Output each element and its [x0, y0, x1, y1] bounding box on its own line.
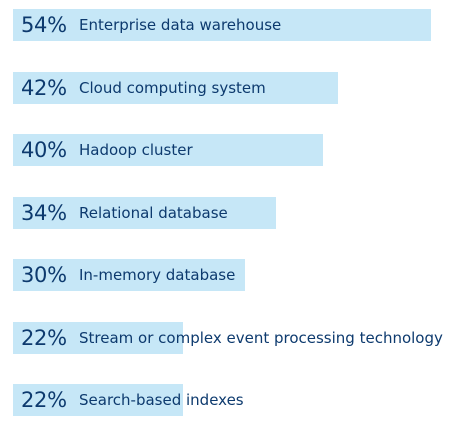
bar-category-label: Search-based indexes — [79, 391, 244, 409]
bar — [13, 9, 431, 41]
bar-category-label: In-memory database — [79, 266, 236, 284]
bar-category-label: Stream or complex event processing techn… — [79, 328, 443, 347]
bar-value-label: 30% — [21, 263, 67, 287]
bar-value-label: 34% — [21, 200, 67, 225]
bar-row: 22% Stream or complex event processing te… — [0, 321, 470, 354]
bar — [13, 384, 183, 416]
bar-value-label: 40% — [21, 138, 67, 162]
bar-row: 40% Hadoop cluster — [0, 134, 470, 166]
bar-row: 34% Relational database — [0, 196, 470, 229]
bar-category-label: Enterprise data warehouse — [79, 16, 282, 34]
bar — [13, 321, 183, 354]
bar-row: 22% Search-based indexes — [0, 384, 470, 416]
bar-category-label: Cloud computing system — [79, 78, 266, 97]
bar — [13, 71, 338, 104]
bar-category-label: Hadoop cluster — [79, 141, 193, 159]
bar — [13, 134, 323, 166]
bar — [13, 196, 276, 229]
bar-value-label: 22% — [21, 388, 67, 412]
bar-row: 30% In-memory database — [0, 259, 470, 291]
bar-category-label: Relational database — [79, 203, 228, 222]
bar-row: 42% Cloud computing system — [0, 71, 470, 104]
bar-value-label: 22% — [21, 325, 67, 350]
bar-value-label: 54% — [21, 13, 67, 37]
bar-value-label: 42% — [21, 75, 67, 100]
bar — [13, 259, 245, 291]
bar-row: 54% Enterprise data warehouse — [0, 9, 470, 41]
